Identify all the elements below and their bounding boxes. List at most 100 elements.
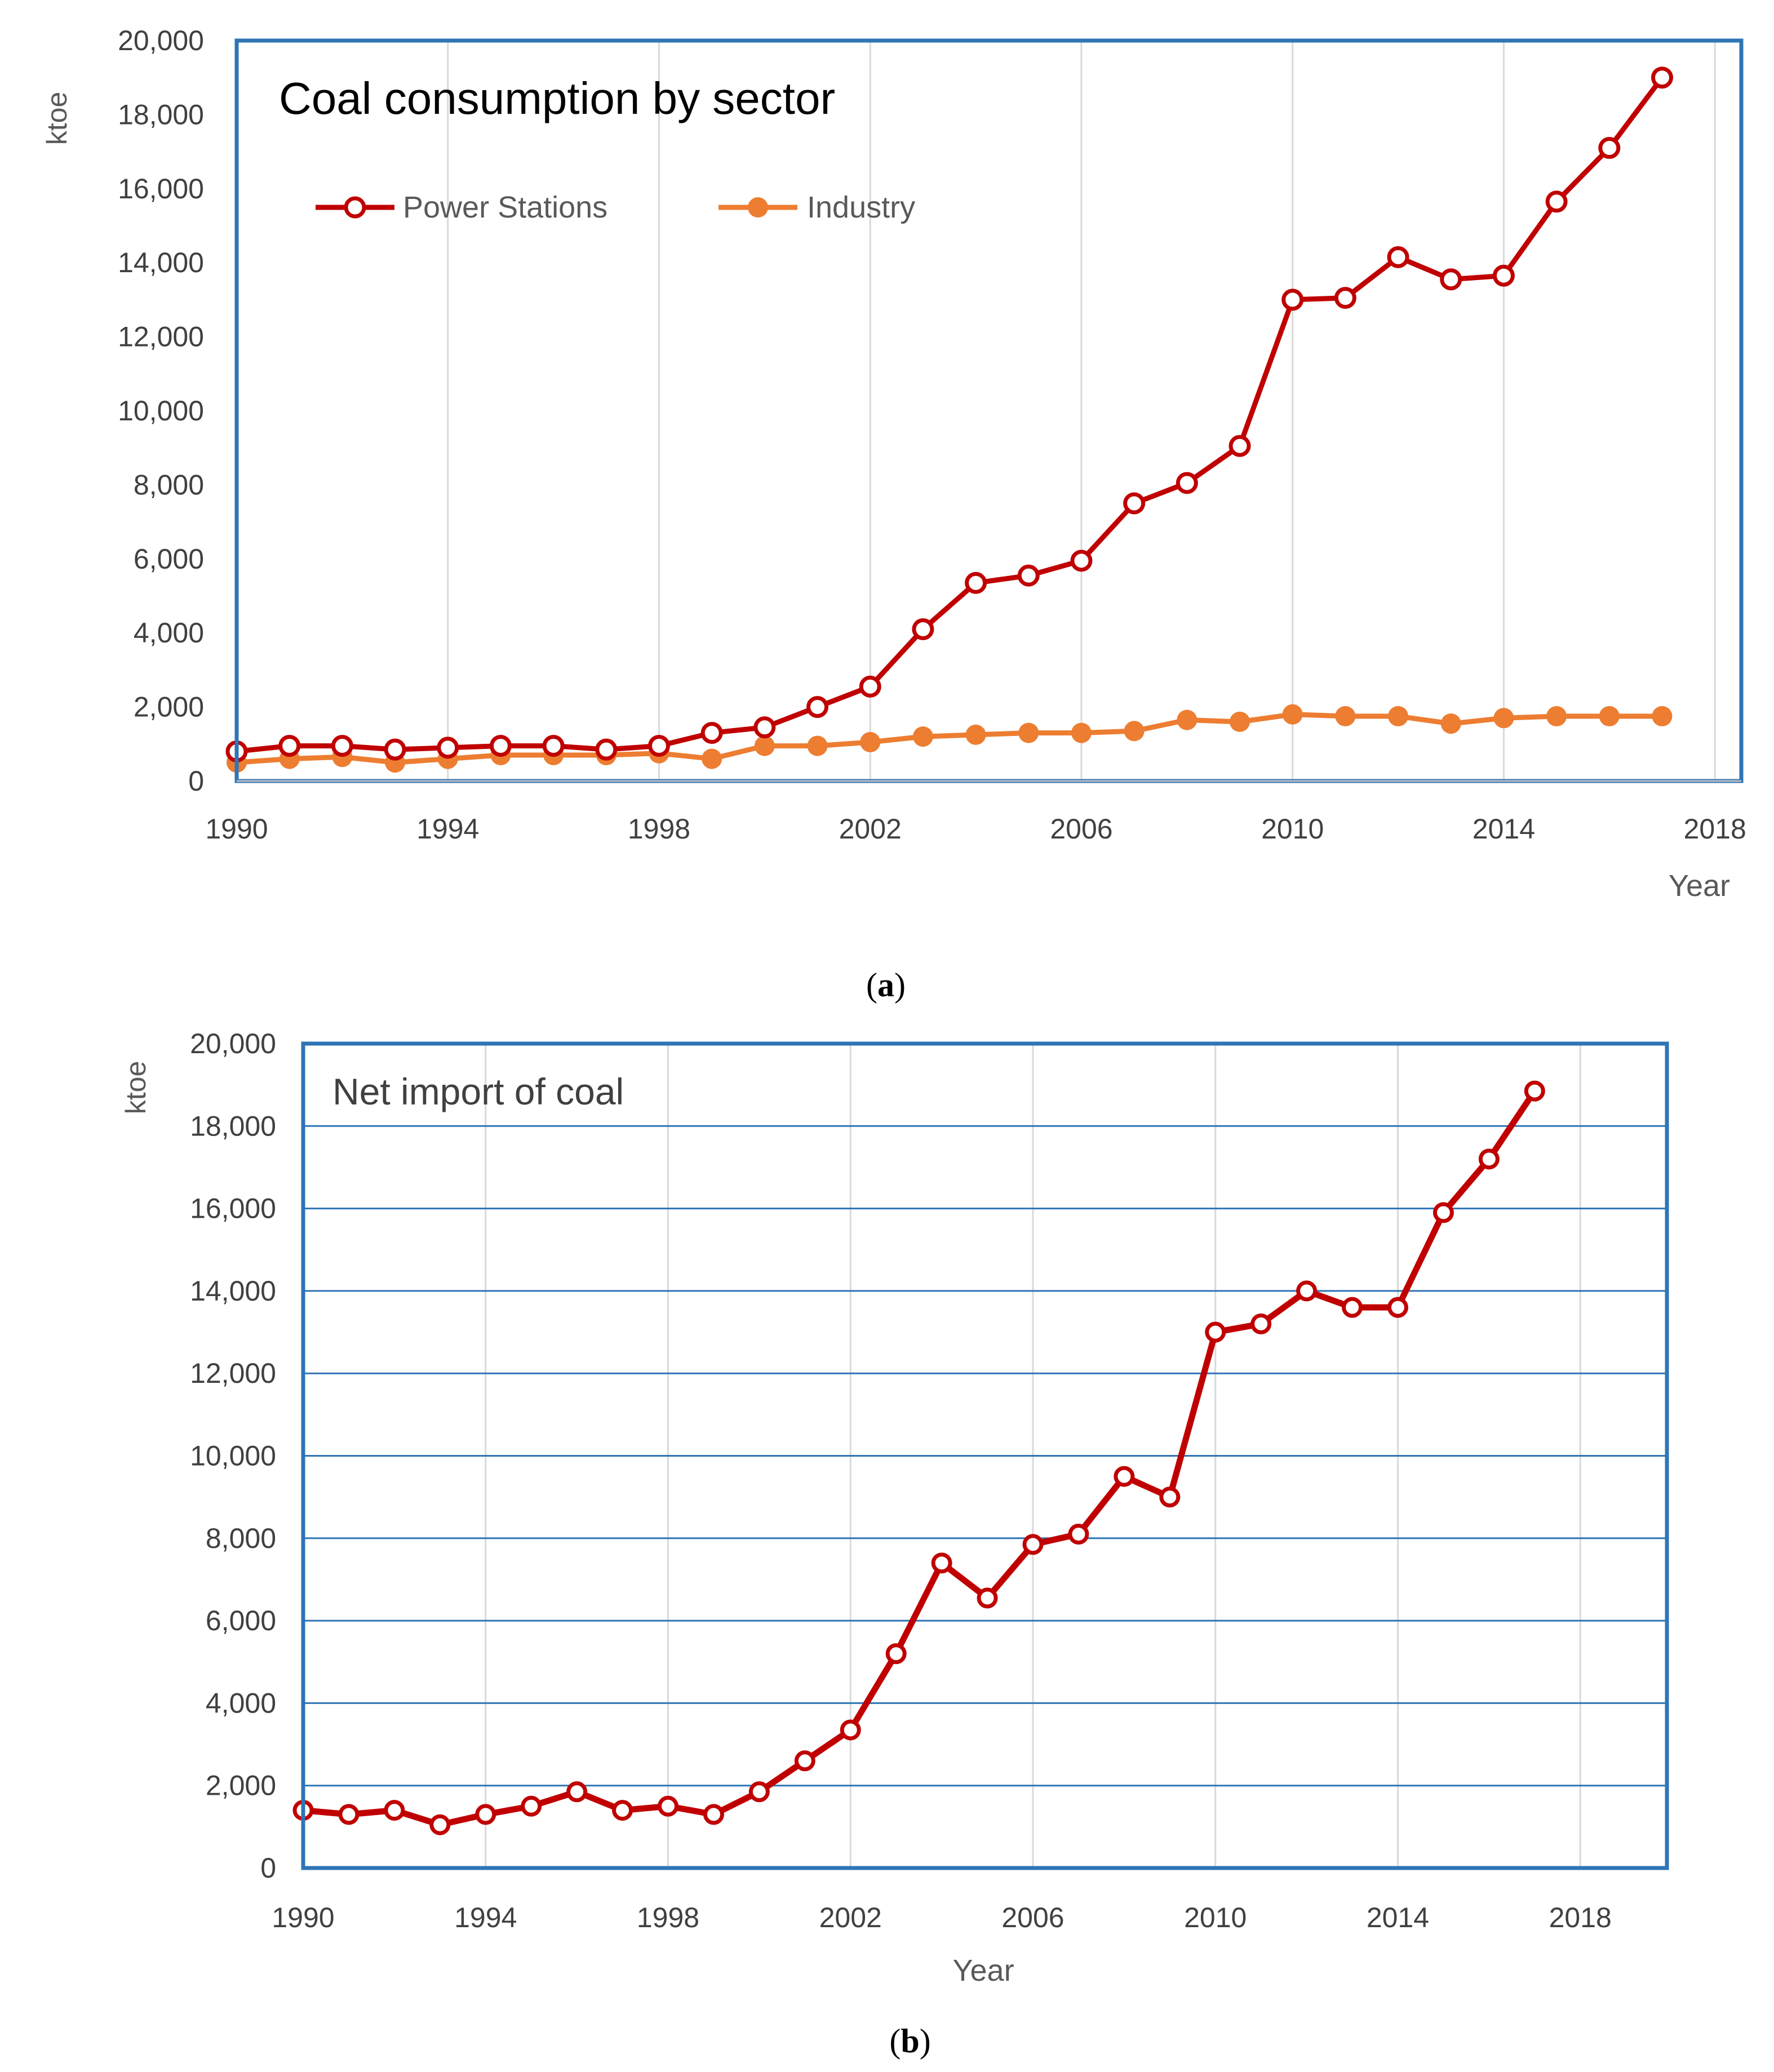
a-y-tick-18000: 18,000	[118, 99, 204, 130]
b-y-tick-10000: 10,000	[190, 1440, 276, 1472]
net-import-point-1994	[475, 1804, 496, 1825]
power-stations-point-2010	[1281, 289, 1304, 311]
chart-a-x-tick-labels: 1990 1994 1998 2002 2006 2010 2014 2018	[205, 813, 1746, 845]
chart-b-plot-frame	[301, 1041, 1669, 1870]
chart-a-gridlines	[236, 41, 1716, 781]
industry-point-2012	[1388, 706, 1409, 727]
b-y-tick-12000: 12,000	[190, 1357, 276, 1389]
a-x-tick-1990: 1990	[205, 813, 268, 845]
industry-point-2015	[1546, 706, 1567, 727]
industry-point-2013	[1440, 713, 1461, 734]
a-y-tick-10000: 10,000	[118, 395, 204, 427]
a-y-tick-14000: 14,000	[118, 247, 204, 278]
net-import-point-2009	[1159, 1487, 1181, 1508]
power-stations-point-1998	[647, 735, 670, 757]
net-import-point-2012	[1296, 1280, 1318, 1302]
net-import-point-2002	[840, 1719, 861, 1741]
chart-a-series-power-stations	[225, 66, 1673, 762]
industry-point-2004	[965, 724, 986, 745]
power-stations-point-2013	[1440, 268, 1462, 291]
legend-industry-label: Industry	[807, 190, 915, 224]
power-stations-point-1999	[700, 722, 723, 744]
net-import-point-1998	[657, 1795, 678, 1817]
industry-point-2003	[912, 726, 933, 747]
power-stations-point-2007	[1123, 492, 1146, 514]
b-y-tick-14000: 14,000	[190, 1275, 276, 1307]
legend-power-stations-marker	[344, 196, 366, 219]
b-x-tick-2018: 2018	[1549, 1902, 1612, 1933]
chart-b-panel-label: (b)	[889, 2022, 930, 2060]
power-stations-point-2017	[1651, 66, 1673, 89]
power-stations-point-2006	[1070, 549, 1093, 572]
net-import-point-2017	[1524, 1080, 1545, 1102]
chart-b: 0 2,000 4,000 6,000 8,000 10,000 12,000 14,000 1…	[120, 1028, 1669, 2060]
power-stations-point-1993	[384, 738, 406, 761]
power-stations-point-2016	[1598, 137, 1621, 159]
net-import-point-2015	[1432, 1202, 1454, 1223]
industry-point-2006	[1071, 722, 1092, 743]
industry-point-2010	[1282, 704, 1303, 725]
b-y-tick-4000: 4,000	[206, 1687, 276, 1719]
power-stations-line	[236, 76, 1665, 754]
chart-b-title: Net import of coal	[332, 1071, 624, 1112]
industry-point-2008	[1177, 709, 1198, 730]
power-stations-point-2012	[1387, 246, 1409, 268]
b-y-tick-2000: 2,000	[206, 1770, 276, 1802]
chart-b-panel-letter: b	[901, 2022, 919, 2060]
net-import-point-2008	[1114, 1466, 1135, 1487]
b-y-tick-6000: 6,000	[206, 1605, 276, 1636]
industry-point-2002	[860, 732, 881, 753]
b-x-tick-2006: 2006	[1001, 1902, 1064, 1933]
b-y-tick-16000: 16,000	[190, 1193, 276, 1224]
chart-a-y-tick-labels: 0 2,000 4,000 6,000 8,000 10,000 12,000 14,000 1…	[118, 25, 204, 797]
b-y-tick-8000: 8,000	[206, 1523, 276, 1554]
a-y-tick-0: 0	[188, 765, 204, 797]
b-y-tick-0: 0	[260, 1852, 276, 1884]
net-import-point-2005	[977, 1587, 998, 1609]
net-import-point-1996	[566, 1781, 588, 1803]
chart-a: 0 2,000 4,000 6,000 8,000 10,000 12,000 14,000 1…	[41, 25, 1746, 1004]
a-x-tick-2018: 2018	[1684, 813, 1746, 845]
a-y-tick-20000: 20,000	[118, 25, 204, 56]
power-stations-point-2011	[1334, 287, 1356, 309]
a-x-tick-1998: 1998	[628, 813, 690, 845]
net-import-point-2007	[1068, 1523, 1089, 1545]
b-x-tick-2010: 2010	[1184, 1902, 1247, 1933]
net-import-point-1991	[338, 1804, 360, 1825]
net-import-line	[303, 1089, 1537, 1828]
chart-b-series-net-import	[292, 1080, 1545, 1835]
b-y-tick-18000: 18,000	[190, 1110, 276, 1142]
net-import-point-2001	[794, 1750, 815, 1772]
a-x-tick-2002: 2002	[839, 813, 902, 845]
b-x-tick-2014: 2014	[1367, 1902, 1429, 1933]
legend-industry-marker	[748, 197, 768, 218]
industry-point-2011	[1335, 706, 1356, 727]
a-y-tick-2000: 2,000	[134, 691, 204, 723]
a-y-tick-12000: 12,000	[118, 321, 204, 353]
power-stations-point-2002	[859, 675, 881, 698]
chart-a-y-axis-label: ktoe	[41, 92, 73, 145]
industry-line	[236, 712, 1662, 765]
a-y-tick-4000: 4,000	[134, 617, 204, 649]
industry-point-2017	[1652, 706, 1673, 727]
a-y-tick-8000: 8,000	[134, 469, 204, 500]
chart-b-y-tick-labels: 0 2,000 4,000 6,000 8,000 10,000 12,000 14,000 1…	[190, 1028, 276, 1884]
power-stations-point-1996	[542, 735, 565, 757]
power-stations-point-2001	[806, 696, 829, 718]
b-x-tick-1994: 1994	[454, 1902, 517, 1933]
net-import-point-2016	[1478, 1148, 1500, 1170]
net-import-point-1993	[429, 1814, 451, 1835]
a-y-tick-6000: 6,000	[134, 543, 204, 575]
net-import-point-2014	[1387, 1297, 1408, 1318]
industry-point-2014	[1493, 708, 1514, 729]
chart-b-gridlines	[302, 1044, 1667, 1868]
chart-b-x-tick-labels: 1990 1994 1998 2002 2006 2010 2014 2018	[272, 1902, 1611, 1933]
net-import-point-2010	[1205, 1321, 1226, 1343]
a-x-tick-2014: 2014	[1473, 813, 1535, 845]
b-x-tick-2002: 2002	[819, 1902, 882, 1933]
industry-point-2009	[1230, 711, 1250, 732]
net-import-point-2004	[931, 1552, 952, 1574]
power-stations-point-1992	[331, 735, 353, 757]
power-stations-point-2004	[965, 572, 987, 594]
